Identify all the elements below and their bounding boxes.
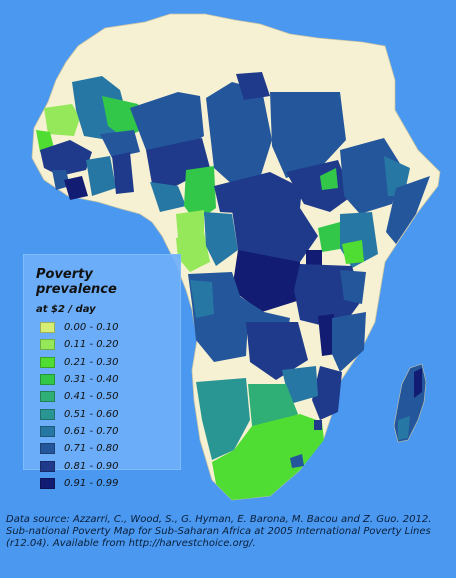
region-gabon-congo	[176, 232, 210, 272]
legend-swatch	[40, 322, 55, 334]
legend-swatch	[40, 408, 55, 420]
region-niger	[130, 92, 204, 152]
region-chad	[206, 82, 272, 186]
region-mauritania	[44, 104, 80, 136]
legend-label: 0.51 - 0.60	[64, 408, 119, 420]
region-liberia	[64, 176, 88, 200]
legend-label: 0.71 - 0.80	[64, 443, 119, 455]
legend-subtitle: at $2 / day	[36, 304, 96, 315]
region-namibia	[196, 378, 250, 460]
legend-item: 0.21 - 0.30	[36, 354, 168, 371]
data-source-note: Data source: Azzarri, C., Wood, S., G. H…	[6, 514, 432, 549]
legend-item: 0.00 - 0.10	[36, 319, 168, 336]
legend-swatch	[40, 443, 55, 455]
legend-swatch	[40, 374, 55, 386]
region-somalia	[386, 176, 430, 244]
region-zimbabwe	[282, 366, 318, 404]
region-uganda	[318, 222, 346, 252]
region-guinea	[40, 140, 92, 176]
region-rwanda	[306, 250, 322, 268]
region-congo	[204, 212, 238, 266]
region-chad-north	[236, 72, 270, 100]
region-cote-ivoire	[86, 156, 116, 196]
region-malawi	[318, 314, 336, 356]
region-mozambique-north	[332, 312, 366, 372]
region-senegal	[36, 130, 54, 152]
region-kenya-central	[342, 240, 364, 264]
legend-swatch	[40, 477, 55, 489]
region-lesotho	[290, 454, 304, 468]
legend-item: 0.11 - 0.20	[36, 336, 168, 353]
legend-classes: 0.00 - 0.10 0.11 - 0.20 0.21 - 0.30 0.31 - …	[36, 319, 168, 492]
region-cameroon-south	[176, 210, 204, 238]
madagascar-east	[414, 368, 422, 398]
region-nigeria-south	[150, 182, 186, 212]
legend-item: 0.51 - 0.60	[36, 405, 168, 422]
legend-item: 0.61 - 0.70	[36, 423, 168, 440]
region-sudan	[270, 92, 346, 178]
region-drc-north	[232, 208, 318, 264]
region-swaziland	[314, 420, 322, 430]
region-tanzania-east	[340, 270, 366, 304]
region-zambia	[246, 322, 308, 380]
legend-label: 0.31 - 0.40	[64, 374, 119, 386]
legend-item: 0.31 - 0.40	[36, 371, 168, 388]
region-car	[214, 172, 302, 214]
region-cameroon	[184, 166, 216, 222]
legend-title: Poverty prevalence	[36, 267, 117, 297]
region-south-africa	[212, 414, 324, 500]
legend-item: 0.91 - 0.99	[36, 475, 168, 492]
legend-label: 0.00 - 0.10	[64, 322, 119, 334]
legend-item: 0.41 - 0.50	[36, 388, 168, 405]
legend-swatch	[40, 391, 55, 403]
map-legend: Poverty prevalence at $2 / day 0.00 - 0.…	[23, 254, 181, 489]
legend-label: 0.81 - 0.90	[64, 460, 119, 472]
legend-swatch	[40, 460, 55, 472]
region-mozambique-south	[312, 366, 342, 420]
legend-label: 0.91 - 0.99	[64, 477, 119, 489]
region-eritrea	[320, 168, 338, 190]
region-burkina	[100, 130, 140, 158]
madagascar-south	[398, 416, 410, 440]
legend-swatch	[40, 425, 55, 437]
legend-label: 0.41 - 0.50	[64, 391, 119, 403]
region-drc-central	[232, 250, 300, 312]
legend-swatch	[40, 356, 55, 368]
region-ghana	[112, 152, 134, 194]
region-angola-west	[190, 280, 214, 318]
legend-label: 0.21 - 0.30	[64, 356, 119, 368]
legend-swatch	[40, 339, 55, 351]
legend-item: 0.81 - 0.90	[36, 457, 168, 474]
legend-item: 0.71 - 0.80	[36, 440, 168, 457]
legend-label: 0.61 - 0.70	[64, 425, 119, 437]
legend-label: 0.11 - 0.20	[64, 339, 119, 351]
